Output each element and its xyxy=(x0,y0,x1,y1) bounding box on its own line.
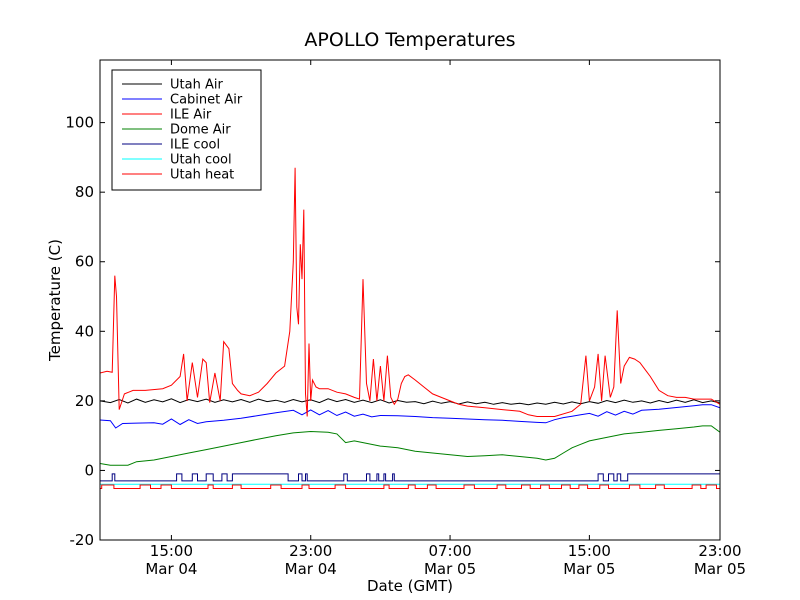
series-line-ile-cool xyxy=(100,473,720,482)
y-axis-label: Temperature (C) xyxy=(46,239,64,362)
x-tick-label-date: Mar 05 xyxy=(424,560,476,578)
y-tick-label: 0 xyxy=(84,461,94,479)
y-tick-label: 20 xyxy=(75,392,94,410)
legend-label-cabinet-air: Cabinet Air xyxy=(170,93,243,108)
x-axis-label: Date (GMT) xyxy=(367,577,453,595)
legend-frame xyxy=(111,69,262,191)
x-tick-label-date: Mar 04 xyxy=(145,560,197,578)
x-tick-label-date: Mar 05 xyxy=(563,560,615,578)
y-tick-label: 80 xyxy=(75,183,94,201)
x-tick-label-time: 07:00 xyxy=(428,542,471,560)
legend-label-dome-air: Dome Air xyxy=(170,123,231,138)
legend-label-ile-cool: ILE cool xyxy=(170,138,220,153)
x-tick-label-time: 15:00 xyxy=(150,542,193,560)
series-line-dome-air xyxy=(100,425,720,466)
x-tick-label-time: 15:00 xyxy=(568,542,611,560)
series-line-utah-heat xyxy=(100,484,720,489)
y-tick-label: 60 xyxy=(75,253,94,271)
legend-label-ile-air: ILE Air xyxy=(170,108,212,123)
legend-label-utah-cool: Utah cool xyxy=(170,153,232,168)
series-line-utah-air xyxy=(100,398,720,406)
y-tick-label: 100 xyxy=(65,114,94,132)
series-lines xyxy=(100,167,720,489)
x-tick-label-time: 23:00 xyxy=(289,542,332,560)
x-tick-label-date: Mar 04 xyxy=(285,560,337,578)
legend-label-utah-heat: Utah heat xyxy=(170,168,234,183)
plot-frame xyxy=(99,59,721,541)
legend-label-utah-air: Utah Air xyxy=(170,78,223,93)
y-tick-label: 40 xyxy=(75,322,94,340)
x-tick-label-date: Mar 05 xyxy=(694,560,746,578)
series-line-ile-air xyxy=(100,167,720,417)
y-axis-ticks: -20 0 20 40 60 80 100 xyxy=(65,114,720,549)
series-line-cabinet-air xyxy=(100,404,720,429)
x-tick-label-time: 23:00 xyxy=(698,542,741,560)
chart-title: APOLLO Temperatures xyxy=(304,29,515,51)
y-tick-label: -20 xyxy=(70,531,95,549)
